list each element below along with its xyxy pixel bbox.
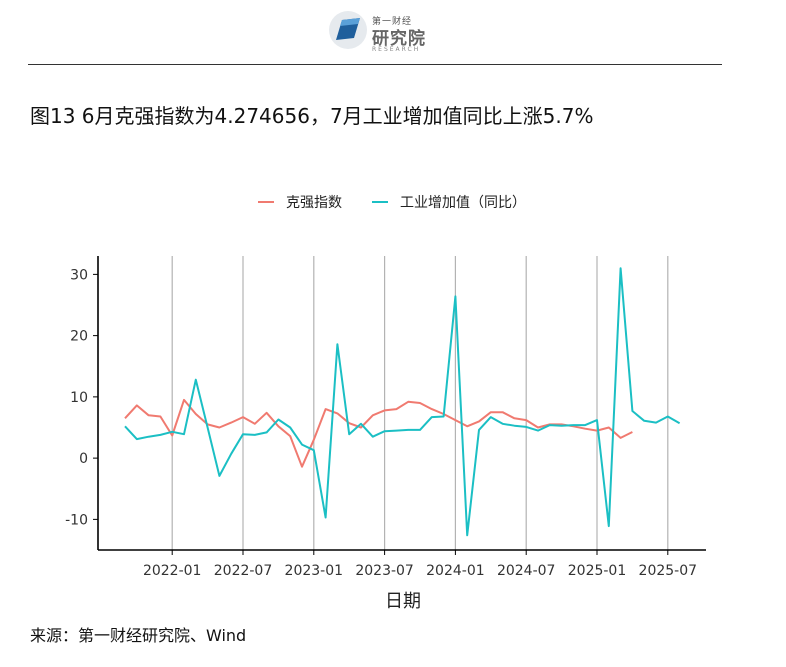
logo-mark-icon <box>329 11 367 49</box>
legend: 克强指数 工业增加值（同比） <box>258 195 526 211</box>
logo-en-text: RESEARCH <box>372 46 421 53</box>
legend-label-1: 克强指数 <box>286 195 342 211</box>
series-lines <box>124 267 681 537</box>
x-tick-label: 2025-07 <box>639 563 698 579</box>
axes: 2022-01 2022-07 2023-01 2023-07 2024-01 2024-… <box>65 256 706 579</box>
x-tick-label: 2022-07 <box>214 563 273 579</box>
source-note: 来源：第一财经研究院、Wind <box>30 626 247 645</box>
logo-small-text: 第一财经 <box>372 17 413 27</box>
y-tick-label: 0 <box>79 451 88 467</box>
grid-lines <box>171 256 669 550</box>
y-tick-label: 10 <box>70 390 88 406</box>
x-tick-label: 2025-01 <box>568 563 627 579</box>
figure-title: 图13 6月克强指数为4.274656，7月工业增加值同比上涨5.7% <box>30 104 594 128</box>
y-tick-label: -10 <box>65 512 88 528</box>
x-tick-label: 2022-01 <box>143 563 202 579</box>
logo-big-text: 研究院 <box>372 29 426 49</box>
x-tick-label: 2023-07 <box>355 563 414 579</box>
x-tick-label: 2024-07 <box>497 563 556 579</box>
x-axis-title: 日期 <box>385 591 421 612</box>
logo: 第一财经 研究院 RESEARCH <box>328 8 438 54</box>
legend-label-2: 工业增加值（同比） <box>400 195 526 211</box>
header-divider <box>28 64 722 65</box>
y-tick-label: 30 <box>70 267 88 283</box>
x-tick-label: 2024-01 <box>426 563 485 579</box>
x-tick-label: 2023-01 <box>285 563 344 579</box>
y-tick-label: 20 <box>70 329 88 345</box>
series-line-2 <box>124 267 681 537</box>
